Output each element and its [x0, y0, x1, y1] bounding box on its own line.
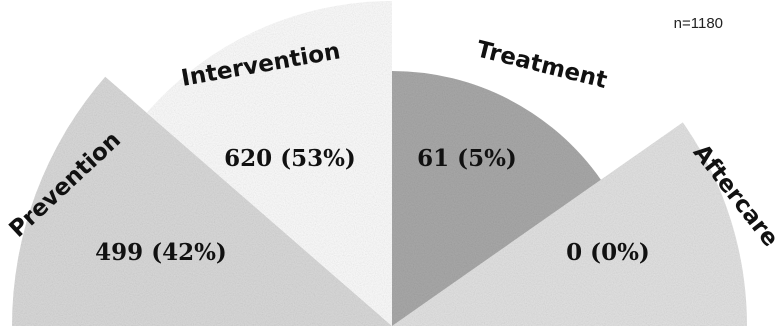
sector-treatment: [392, 71, 601, 326]
sector-prevention: [12, 76, 392, 326]
value-label-treatment: 61 (5%): [417, 145, 517, 172]
sector-intervention: [146, 1, 392, 326]
value-label-aftercare: 0 (0%): [566, 239, 650, 266]
category-label-treatment: Treatment: [474, 36, 610, 94]
sample-size-label: n=1180: [674, 15, 723, 32]
value-label-intervention: 620 (53%): [224, 145, 356, 172]
sector-aftercare: [392, 122, 747, 326]
value-label-prevention: 499 (42%): [95, 239, 227, 266]
